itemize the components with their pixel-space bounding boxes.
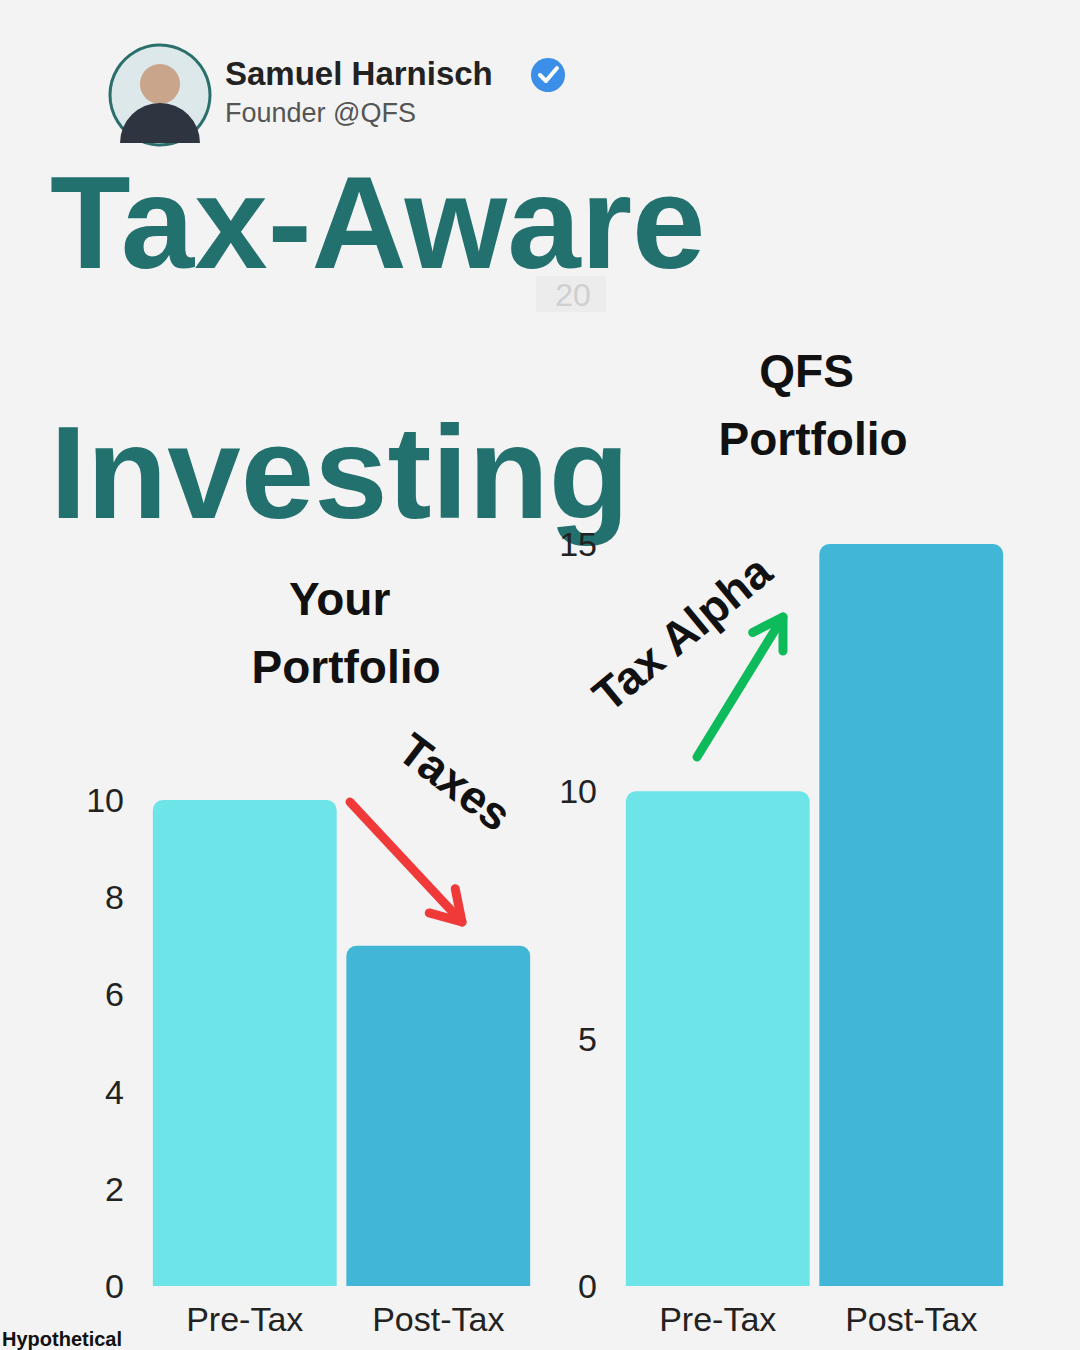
- svg-text:2: 2: [105, 1170, 124, 1208]
- svg-text:Founder @QFS: Founder @QFS: [225, 98, 416, 128]
- svg-text:Tax-Aware: Tax-Aware: [50, 149, 705, 296]
- svg-text:Hypothetical: Hypothetical: [2, 1328, 122, 1350]
- svg-text:8: 8: [105, 878, 124, 916]
- svg-text:Samuel Harnisch: Samuel Harnisch: [225, 55, 493, 92]
- svg-text:Portfolio: Portfolio: [718, 413, 907, 465]
- svg-text:10: 10: [559, 772, 597, 810]
- svg-text:Tax Alpha: Tax Alpha: [582, 544, 782, 722]
- svg-text:Pre-Tax: Pre-Tax: [186, 1300, 303, 1338]
- svg-text:5: 5: [578, 1020, 597, 1058]
- svg-text:Taxes: Taxes: [389, 723, 522, 841]
- svg-text:20: 20: [555, 277, 591, 313]
- svg-text:Your: Your: [289, 573, 403, 625]
- svg-text:4: 4: [105, 1073, 124, 1111]
- svg-text:QFS: QFS: [759, 345, 866, 397]
- svg-text:6: 6: [105, 975, 124, 1013]
- svg-text:10: 10: [86, 781, 124, 819]
- svg-text:Pre-Tax: Pre-Tax: [659, 1300, 776, 1338]
- svg-text:15: 15: [559, 525, 597, 563]
- svg-text:Post-Tax: Post-Tax: [845, 1300, 977, 1338]
- svg-text:0: 0: [105, 1267, 124, 1305]
- svg-text:0: 0: [578, 1267, 597, 1305]
- svg-text:Portfolio: Portfolio: [251, 641, 440, 693]
- svg-text:Post-Tax: Post-Tax: [372, 1300, 504, 1338]
- svg-text:Investing: Investing: [50, 399, 629, 546]
